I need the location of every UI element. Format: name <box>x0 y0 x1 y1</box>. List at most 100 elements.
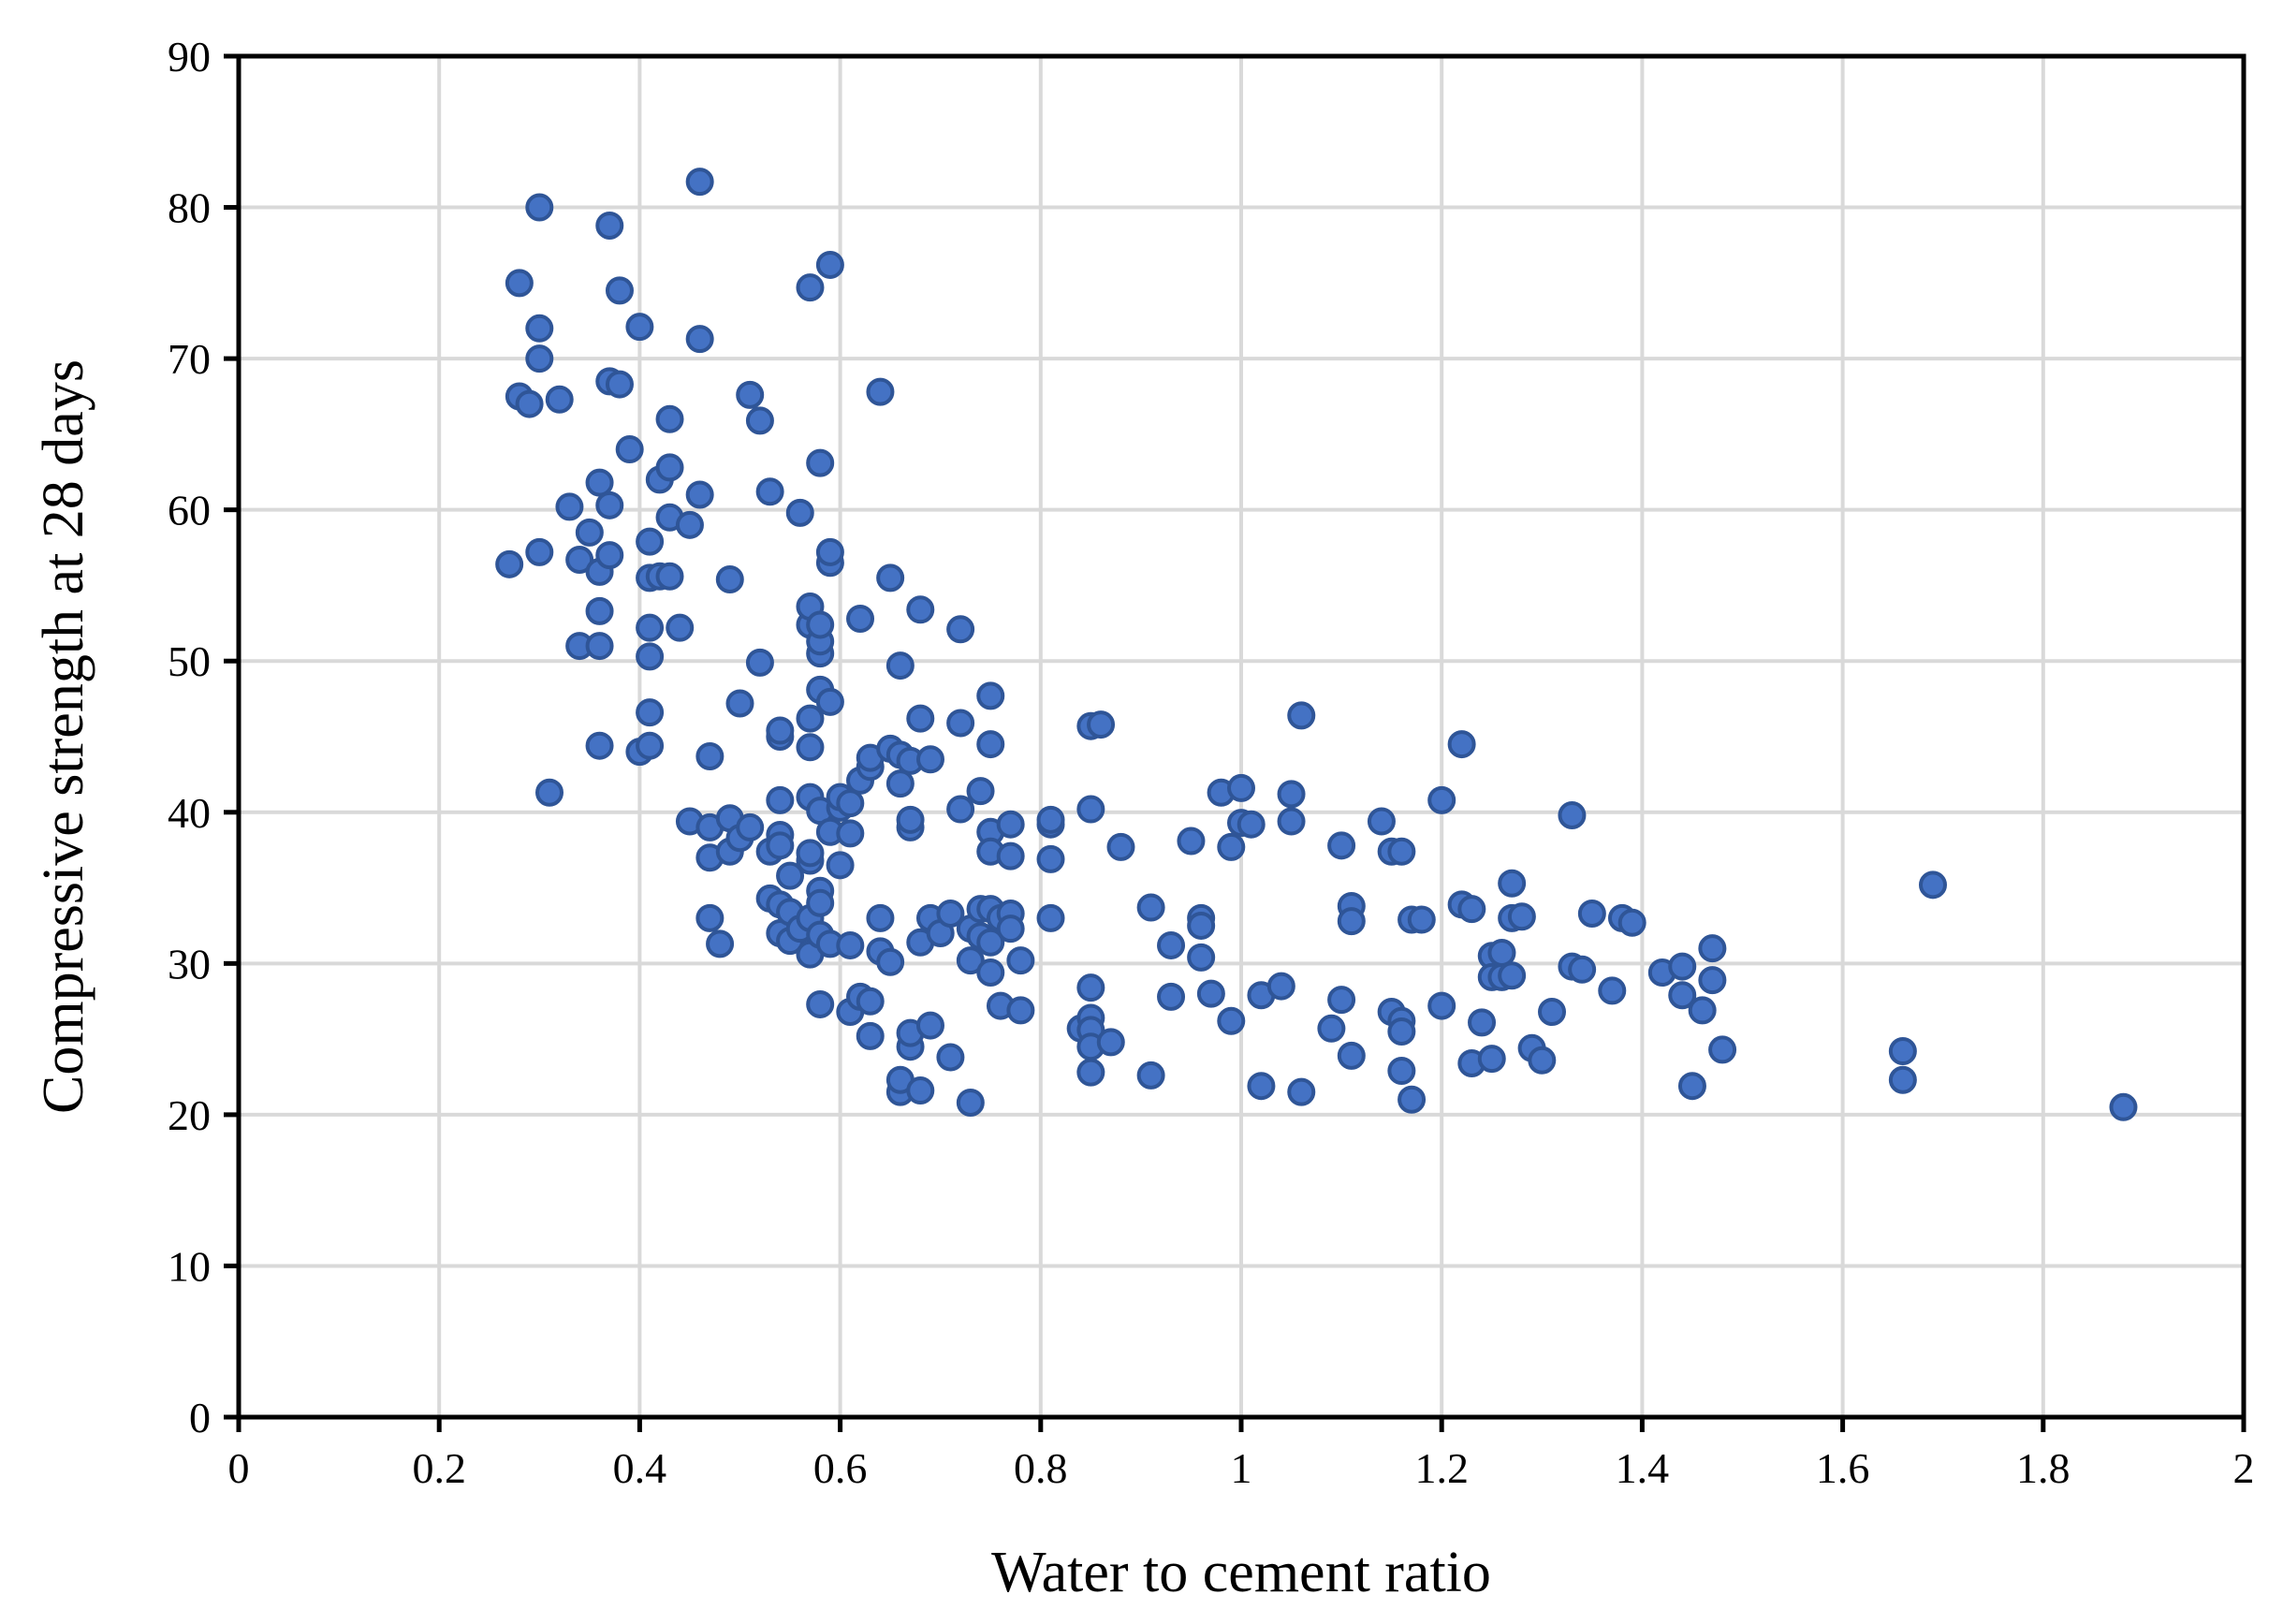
data-point <box>796 839 825 868</box>
data-point <box>555 492 584 521</box>
data-point <box>796 733 825 762</box>
data-point <box>505 269 534 298</box>
data-point <box>1036 844 1065 873</box>
y-tick-label: 50 <box>168 637 211 685</box>
data-point <box>1387 1057 1416 1086</box>
data-point <box>1457 895 1486 924</box>
data-point <box>1487 939 1516 968</box>
data-point <box>1507 902 1536 931</box>
data-point <box>1096 1028 1125 1057</box>
data-point <box>525 537 554 566</box>
data-point <box>595 541 624 570</box>
data-point <box>1196 979 1225 1008</box>
data-point <box>736 812 765 841</box>
data-point <box>906 704 935 733</box>
y-tick-label: 80 <box>168 184 211 232</box>
data-point <box>936 1043 965 1072</box>
data-point <box>525 193 554 222</box>
data-point <box>866 377 895 406</box>
data-point <box>766 716 795 745</box>
x-tick-label: 1.2 <box>1414 1444 1469 1492</box>
y-tick-label: 10 <box>168 1242 211 1290</box>
y-tick-label: 70 <box>168 335 211 383</box>
data-point <box>1247 1072 1276 1101</box>
data-point <box>585 596 614 625</box>
data-point <box>1076 973 1105 1002</box>
x-axis-title: Water to cement ratio <box>991 1541 1491 1604</box>
data-point <box>796 704 825 733</box>
data-point <box>826 851 855 880</box>
data-point <box>1177 827 1206 856</box>
data-point <box>585 632 614 661</box>
data-point <box>1327 986 1356 1015</box>
data-point <box>976 958 1005 988</box>
data-point <box>1498 961 1527 990</box>
data-point <box>856 987 885 1016</box>
data-point <box>946 615 975 644</box>
data-point <box>896 805 925 834</box>
data-point <box>1187 943 1216 972</box>
data-point <box>856 1021 885 1050</box>
data-point <box>996 914 1025 944</box>
data-point <box>766 831 795 860</box>
data-point <box>1387 837 1416 866</box>
data-point <box>1617 908 1646 937</box>
data-point <box>655 453 684 482</box>
data-point <box>605 276 634 305</box>
data-point <box>585 731 614 760</box>
data-point <box>755 477 784 506</box>
y-axis-title: Compressive strength at 28 days <box>32 359 95 1114</box>
data-point <box>1036 805 1065 834</box>
y-tick-label: 0 <box>189 1394 211 1441</box>
data-point <box>535 778 564 807</box>
data-point <box>515 389 544 418</box>
data-point <box>976 681 1005 710</box>
data-point <box>695 742 724 771</box>
data-point <box>876 563 905 593</box>
data-point <box>745 648 774 677</box>
data-point <box>1076 1058 1105 1087</box>
data-point <box>1427 785 1456 814</box>
data-point <box>1327 831 1356 860</box>
data-point <box>885 651 915 680</box>
data-point <box>1427 991 1456 1020</box>
data-point <box>1677 1072 1706 1101</box>
data-point <box>1698 966 1727 995</box>
data-point <box>1157 982 1186 1011</box>
data-point <box>1668 981 1697 1010</box>
data-point <box>636 731 665 760</box>
x-tick-label: 0.4 <box>613 1444 667 1492</box>
data-point <box>1136 893 1165 922</box>
data-point <box>525 344 554 373</box>
data-point <box>1287 701 1316 730</box>
data-point <box>585 468 614 497</box>
data-point <box>495 549 524 578</box>
data-point <box>876 947 905 976</box>
data-point <box>685 168 714 197</box>
x-tick-label: 1 <box>1231 1444 1252 1492</box>
data-point <box>675 510 704 539</box>
data-point <box>836 930 865 959</box>
data-point <box>1317 1014 1346 1043</box>
x-tick-label: 0 <box>228 1444 250 1492</box>
data-point <box>866 903 895 932</box>
data-point <box>946 795 975 824</box>
data-point <box>1398 1085 1427 1114</box>
data-point <box>1287 1077 1316 1106</box>
data-point <box>615 435 644 464</box>
data-point <box>885 769 915 798</box>
data-point <box>636 613 665 642</box>
data-point <box>1277 780 1306 809</box>
data-point <box>525 314 554 343</box>
data-point <box>1477 1045 1506 1074</box>
data-point <box>976 730 1005 759</box>
y-tick-label: 90 <box>168 33 211 80</box>
data-point <box>666 613 695 642</box>
data-point <box>996 841 1025 871</box>
data-point <box>636 642 665 671</box>
data-point <box>605 370 634 399</box>
data-point <box>1237 810 1266 839</box>
data-point <box>1468 1008 1497 1037</box>
data-point <box>956 946 985 975</box>
data-point <box>1076 795 1105 824</box>
